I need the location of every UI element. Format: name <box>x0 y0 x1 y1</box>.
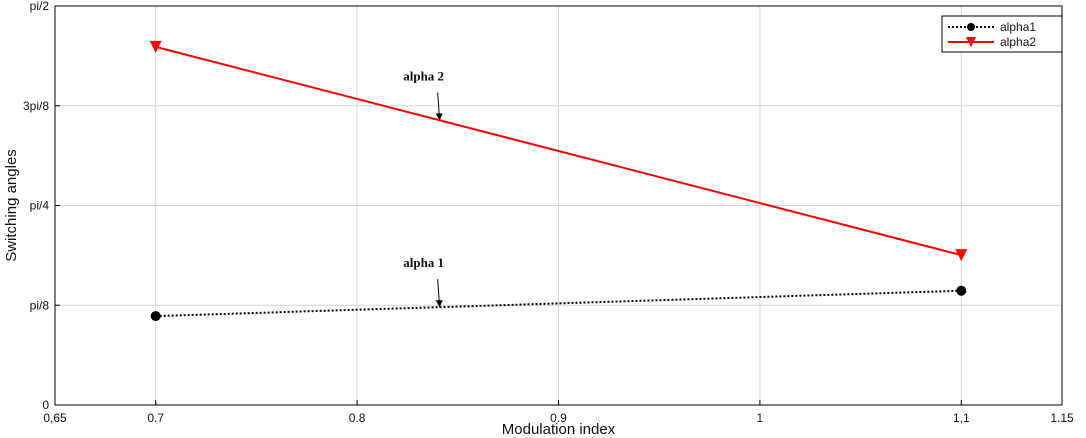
annotation-arrowhead <box>435 300 443 308</box>
annotation-label: alpha 2 <box>403 69 444 84</box>
legend-entry: alpha1 <box>948 20 1036 34</box>
data-point-triangle <box>149 40 162 53</box>
y-tick-label: 3pi/8 <box>23 99 49 113</box>
annotation-label: alpha 1 <box>403 255 444 270</box>
x-tick-label: 1 <box>757 411 764 425</box>
x-tick-label: 1.15 <box>1050 411 1074 425</box>
x-tick-label: 1,1 <box>953 411 970 425</box>
data-point-circle <box>956 285 967 296</box>
annotations: alpha 2 alpha 1 <box>403 69 444 308</box>
y-tick-label: pi/4 <box>30 199 50 213</box>
annotation-arrowhead <box>435 113 443 121</box>
y-tick-label: pi/2 <box>30 0 50 13</box>
x-tick-label: 0.7 <box>147 411 164 425</box>
data-point-triangle <box>955 249 968 262</box>
y-tick-label: 0 <box>42 398 49 412</box>
y-tick-label: pi/8 <box>30 298 50 312</box>
legend-label: alpha1 <box>1000 20 1036 34</box>
x-tick-label: 0.9 <box>550 411 567 425</box>
series <box>149 40 968 322</box>
grid <box>55 6 1062 405</box>
data-point-circle <box>967 23 975 31</box>
series-line-alpha2 <box>155 45 962 257</box>
x-tick-label: 0,65 <box>43 411 67 425</box>
x-axis-ticks: 0,65 0.7 0.8 0.9 1 1,1 1.15 <box>43 400 1074 425</box>
legend-entry: alpha2 <box>948 35 1036 49</box>
series-alpha1 <box>150 285 967 322</box>
legend-label: alpha2 <box>1000 35 1036 49</box>
x-tick-label: 0.8 <box>349 411 366 425</box>
data-point-circle <box>150 311 161 322</box>
y-axis-ticks: 0 pi/8 pi/4 3pi/8 pi/2 <box>23 0 60 412</box>
y-axis-label: Switching angles <box>3 149 20 262</box>
legend-box <box>941 15 1063 53</box>
data-point-triangle <box>966 37 976 47</box>
x-axis-label: Modulation index <box>502 421 616 438</box>
series-alpha2 <box>149 40 968 262</box>
